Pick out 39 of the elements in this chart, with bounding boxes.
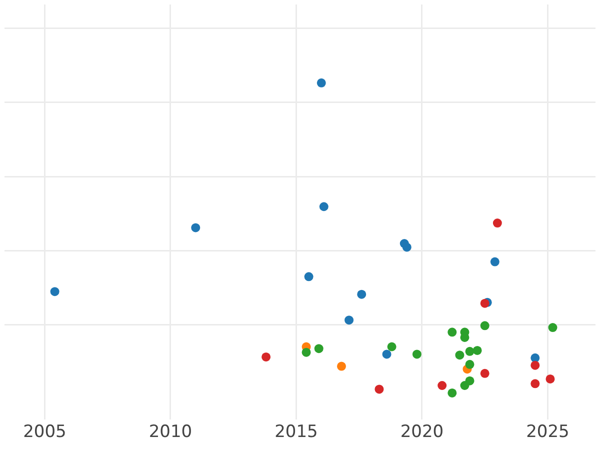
point [490,257,500,266]
point [448,328,457,337]
point [336,362,346,371]
point [546,374,555,384]
point [548,323,558,332]
point [382,350,392,359]
point [530,379,540,388]
x-tick-label: 2020 [400,422,444,442]
x-tick-label: 2025 [526,422,570,442]
point [530,353,540,362]
point [455,350,464,360]
point [314,344,324,354]
x-tick-label: 2005 [23,422,66,442]
point [316,78,326,88]
point [302,348,311,357]
point [357,290,366,299]
point [374,384,384,394]
point [191,223,200,232]
point [480,298,490,308]
point [304,272,314,282]
point [465,346,474,356]
point [465,360,474,369]
point [460,381,470,390]
point [50,287,60,296]
point [472,346,482,355]
point [402,242,412,252]
point [344,316,354,325]
point [262,352,271,362]
point [387,342,396,352]
point [448,388,457,398]
point [492,218,502,228]
point [412,350,422,359]
point [530,360,540,370]
point [480,368,490,378]
x-tick-label: 2015 [274,422,318,442]
point [438,381,447,390]
point [480,321,490,330]
x-tick-label: 2010 [148,422,192,442]
point [319,202,328,212]
